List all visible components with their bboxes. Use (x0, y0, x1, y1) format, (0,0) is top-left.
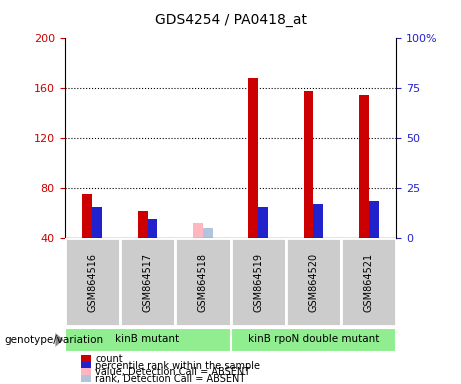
Bar (148, 219, 158, 238)
Text: GSM864517: GSM864517 (142, 253, 153, 312)
Bar (230, 238, 286, 326)
Text: GSM864518: GSM864518 (198, 253, 208, 312)
Bar (248, 78, 258, 238)
Text: genotype/variation: genotype/variation (5, 335, 104, 345)
Text: GSM864516: GSM864516 (87, 253, 97, 312)
Bar (230, 328, 396, 352)
Bar (65, 238, 120, 326)
Bar (175, 238, 230, 326)
Text: kinB rpoN double mutant: kinB rpoN double mutant (248, 334, 379, 344)
Polygon shape (55, 333, 64, 347)
Bar (203, 228, 213, 238)
Bar (341, 238, 396, 326)
Text: rank, Detection Call = ABSENT: rank, Detection Call = ABSENT (95, 374, 246, 384)
Bar (65, 328, 230, 352)
Text: GSM864521: GSM864521 (364, 253, 374, 312)
Text: GDS4254 / PA0418_at: GDS4254 / PA0418_at (154, 13, 307, 27)
Text: count: count (95, 354, 123, 364)
Bar (82, 194, 92, 238)
Bar (193, 223, 203, 238)
Text: percentile rank within the sample: percentile rank within the sample (95, 361, 260, 371)
Bar (286, 238, 341, 326)
Text: GSM864519: GSM864519 (253, 253, 263, 312)
Bar (92, 207, 102, 238)
Bar (359, 94, 369, 238)
Bar (369, 200, 379, 238)
Text: value, Detection Call = ABSENT: value, Detection Call = ABSENT (95, 367, 250, 377)
Text: GSM864520: GSM864520 (308, 253, 319, 312)
Bar (120, 238, 175, 326)
Bar (258, 207, 268, 238)
Bar (303, 91, 313, 238)
Bar (137, 210, 148, 238)
Text: kinB mutant: kinB mutant (115, 334, 180, 344)
Bar (313, 204, 324, 238)
